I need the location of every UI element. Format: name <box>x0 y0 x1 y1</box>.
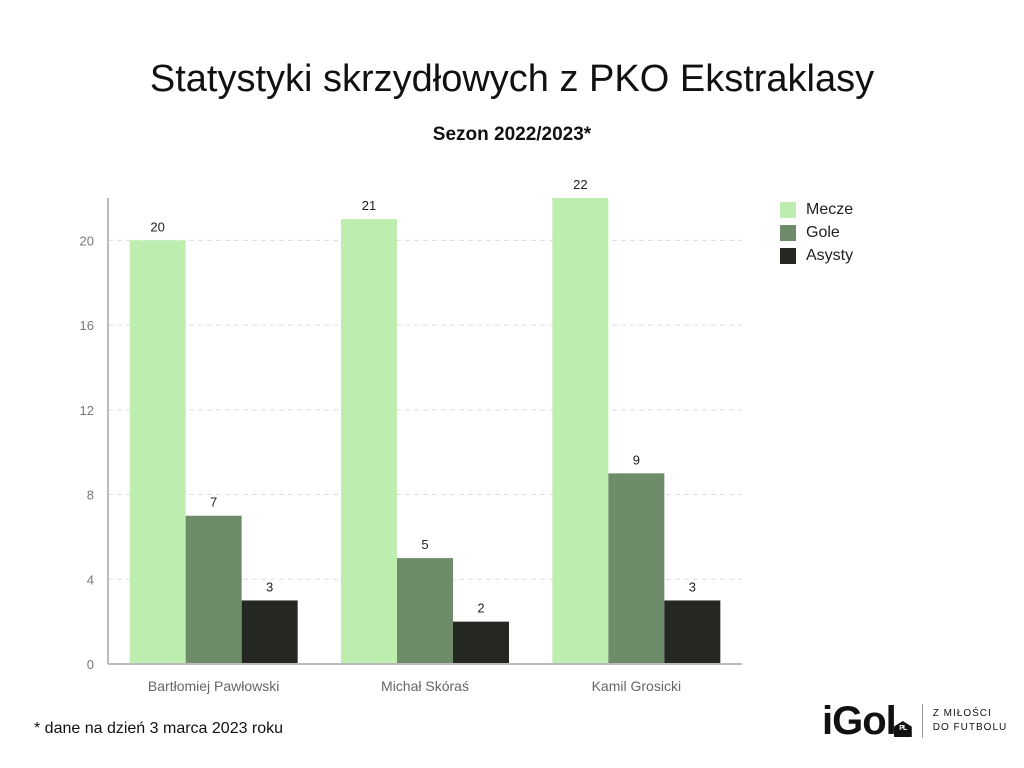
brand-divider <box>921 704 923 738</box>
data-label: 22 <box>573 177 587 192</box>
bar-mecze-1 <box>341 219 397 664</box>
data-label: 9 <box>633 452 640 467</box>
bar-gole-2 <box>608 473 665 664</box>
data-label: 21 <box>362 198 376 213</box>
legend-label-gole: Gole <box>806 223 840 241</box>
data-label: 3 <box>266 579 273 594</box>
bar-gole-1 <box>397 558 453 664</box>
legend-label-mecze: Mecze <box>806 200 854 218</box>
legend-label-asysty: Asysty <box>806 246 854 264</box>
data-label: 5 <box>421 537 428 552</box>
legend-item-gole: Gole <box>780 221 853 244</box>
data-label: 20 <box>150 219 164 234</box>
brand-logo-block: iGol PL Z MIŁOŚCI DO FUTBOLU <box>822 697 1007 745</box>
data-label: 3 <box>689 579 696 594</box>
brand-tagline: Z MIŁOŚCI DO FUTBOLU <box>933 707 1007 735</box>
legend-swatch-asysty <box>780 247 796 264</box>
bar-gole-0 <box>185 515 242 664</box>
y-tick-label: 12 <box>80 403 94 418</box>
bar-mecze-2 <box>552 198 609 664</box>
brand-tagline-line2: DO FUTBOLU <box>932 722 1008 733</box>
brand-tagline-line1: Z MIŁOŚCI <box>932 708 992 719</box>
data-label: 7 <box>210 495 217 510</box>
y-tick-label: 20 <box>80 233 94 248</box>
footnote: * dane na dzień 3 marca 2023 roku <box>34 720 284 737</box>
x-category-label: Bartłomiej Pawłowski <box>148 678 279 694</box>
x-category-label: Michał Skóraś <box>381 678 469 694</box>
y-tick-label: 16 <box>80 318 94 333</box>
y-tick-label: 0 <box>87 657 94 672</box>
data-label: 2 <box>477 601 484 616</box>
legend-swatch-gole <box>780 224 796 241</box>
bar-asysty-1 <box>453 621 509 664</box>
x-category-label: Kamil Grosicki <box>592 678 681 694</box>
axes: 0 4 8 12 16 20 <box>80 198 742 672</box>
legend: Mecze Gole Asysty <box>780 198 853 267</box>
y-tick-label: 8 <box>87 488 94 503</box>
bar-mecze-0 <box>129 240 186 664</box>
legend-item-mecze: Mecze <box>780 198 853 221</box>
brand-logo-text: iGol <box>822 699 897 743</box>
legend-item-asysty: Asysty <box>780 244 853 267</box>
igol-logo: iGol PL <box>822 699 912 743</box>
chart-subtitle: Sezon 2022/2023* <box>432 124 592 145</box>
legend-swatch-mecze <box>780 201 796 218</box>
bar-asysty-2 <box>664 600 721 664</box>
brand-badge: PL <box>893 721 912 737</box>
labels: 20 7 3 Bartłomiej Pawłowski 21 5 2 Michał Skóra… <box>148 177 696 694</box>
bar-asysty-0 <box>241 600 298 664</box>
bars <box>129 198 721 664</box>
chart-title: Statystyki skrzydłowych z PKO Ekstraklas… <box>149 58 875 100</box>
y-tick-label: 4 <box>87 572 94 587</box>
